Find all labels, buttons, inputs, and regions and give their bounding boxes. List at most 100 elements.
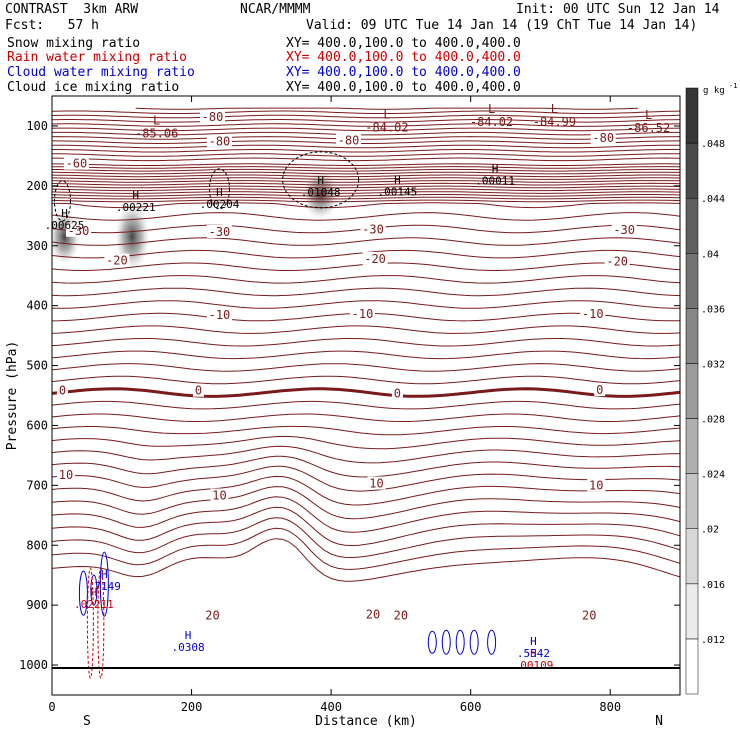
isotherm--80 xyxy=(51,114,681,119)
x-tick-label-600: 600 xyxy=(460,700,482,714)
field-xy-cloud-ice: XY= 400.0,100.0 to 400.0,400.0 xyxy=(286,80,521,95)
y-tick-label-700: 700 xyxy=(26,478,48,492)
isotherm-label-20-0: 20 xyxy=(205,608,219,622)
isotherm--84 xyxy=(135,107,639,110)
isotherm-label-20-2-bg xyxy=(391,608,410,622)
cloud-water-max-1-value: .0308 xyxy=(172,641,205,654)
isotherm-12 xyxy=(51,455,681,478)
ice-max-5-h: H xyxy=(492,162,499,175)
isotherm-label--10-2-bg xyxy=(580,307,606,321)
colorbar-swatch-8 xyxy=(685,197,699,254)
isotherm-14 xyxy=(51,465,681,492)
colorbar-swatch-0 xyxy=(685,638,699,695)
isotherm-label--20-1: -20 xyxy=(364,252,386,266)
isotherm--70 xyxy=(51,136,681,140)
south-label: S xyxy=(83,714,91,729)
isotherm-label--80-0: -80 xyxy=(202,110,224,124)
cloud-water-max-1-h: H xyxy=(185,629,192,642)
isotherm--32 xyxy=(51,199,681,203)
isotherm-label-0-0: 0 xyxy=(59,384,66,398)
colorbar-label-3: .024 xyxy=(701,470,725,481)
colorbar-label-6: .036 xyxy=(701,304,725,315)
center-label: NCAR/MMMM xyxy=(240,2,311,17)
isotherm--2 xyxy=(51,375,681,385)
cloud-water-contour-7 xyxy=(487,629,497,655)
isotherm-label--80-3-bg xyxy=(590,130,616,144)
ice-max-3-h: H xyxy=(317,174,324,187)
ice-outline-0 xyxy=(282,151,360,209)
isotherm--68 xyxy=(52,140,680,144)
isotherm-label-20-2: 20 xyxy=(394,608,408,622)
isotherm-label--10-1: -10 xyxy=(352,307,374,321)
temp-min-marker-3: L xyxy=(551,102,558,116)
isotherm-26 xyxy=(51,527,681,570)
isotherm--8 xyxy=(51,338,681,347)
isotherm--50 xyxy=(51,174,681,178)
colorbar-label-7: .04 xyxy=(701,249,719,260)
isotherm--4 xyxy=(51,363,681,372)
isotherm-label-0-1: 0 xyxy=(195,384,202,398)
ice-max-0-h: H xyxy=(61,207,68,220)
y-tick-label-200: 200 xyxy=(26,179,48,193)
temp-min-marker-2: L xyxy=(488,102,495,116)
init-time: Init: 00 UTC Sun 12 Jan 14 xyxy=(516,2,720,17)
colorbar-unit-exponent: -1 xyxy=(729,82,737,90)
y-tick-label-300: 300 xyxy=(26,239,48,253)
isotherm-16 xyxy=(51,475,681,506)
isotherm--44 xyxy=(51,182,681,186)
colorbar-label-0: .012 xyxy=(701,635,725,646)
y-axis-label: Pressure (hPa) xyxy=(5,341,20,451)
colorbar-swatch-5 xyxy=(685,363,699,419)
temp-min-value-1: -84.02 xyxy=(365,121,408,135)
colorbar-swatch-4 xyxy=(685,418,699,474)
cloud-water-max-0-h: H xyxy=(101,568,108,581)
isotherm-label--60-0: -60 xyxy=(66,157,88,171)
ice-max-2-value: .00204 xyxy=(200,198,240,211)
isotherm--54 xyxy=(52,168,681,172)
isotherm--78 xyxy=(51,119,681,123)
ice-max-3-value: .01048 xyxy=(301,186,341,199)
colorbar-label-1: .016 xyxy=(701,580,725,591)
x-axis-label: Distance (km) xyxy=(315,714,417,729)
isotherm--64 xyxy=(52,149,680,153)
colorbar-label-5: .032 xyxy=(701,359,725,370)
temp-min-marker-1: L xyxy=(383,108,390,122)
isotherm-label-20-3-bg xyxy=(580,608,599,622)
isotherm--60 xyxy=(52,157,681,162)
plot-frame xyxy=(51,95,681,696)
y-tick-label-100: 100 xyxy=(26,119,48,133)
colorbar-swatch-6 xyxy=(685,308,699,364)
isotherm-label-20-3: 20 xyxy=(582,608,596,622)
cloud-water-contour-1 xyxy=(99,551,109,617)
isotherm--58 xyxy=(52,163,681,166)
isotherm-6 xyxy=(51,425,681,436)
temp-min-marker-0: L xyxy=(153,114,160,128)
isotherm-label-20-1-bg xyxy=(363,607,382,621)
colorbar-swatch-10 xyxy=(685,87,699,144)
isotherm--56 xyxy=(52,166,681,169)
isotherm-label-0-0-bg xyxy=(56,383,68,397)
isotherm--72 xyxy=(52,131,680,136)
isotherm--10 xyxy=(51,325,681,334)
colorbar-swatch-2 xyxy=(685,528,699,585)
isotherm-label-0-1-bg xyxy=(193,383,205,397)
isotherm-label-10-0-bg xyxy=(56,468,75,482)
ice-max-1-h: H xyxy=(132,189,139,202)
colorbar-unit: g kg xyxy=(703,86,725,96)
isotherm-label--60-0-bg xyxy=(63,156,89,170)
rain-max-0-value: .02211 xyxy=(74,598,114,611)
cloud-water-contour-3 xyxy=(427,630,437,654)
x-tick-label-800: 800 xyxy=(599,700,621,714)
isotherm-label-10-2-bg xyxy=(367,476,386,490)
colorbar-label-8: .044 xyxy=(701,194,725,205)
ice-max-1-value: .00221 xyxy=(116,201,156,214)
isotherm--30 xyxy=(51,202,681,209)
isotherm-label--30-1: -30 xyxy=(209,225,231,239)
isotherm--42 xyxy=(51,185,681,189)
isotherm-label-20-0-bg xyxy=(203,608,222,622)
rain-max-1-h: H xyxy=(530,647,537,660)
isotherm-label--80-0-bg xyxy=(199,109,225,123)
isotherm-label--80-1-bg xyxy=(206,134,232,148)
field-xy-cloud-water: XY= 400.0,100.0 to 400.0,400.0 xyxy=(286,65,521,80)
isotherm-label--30-3: -30 xyxy=(613,223,635,237)
